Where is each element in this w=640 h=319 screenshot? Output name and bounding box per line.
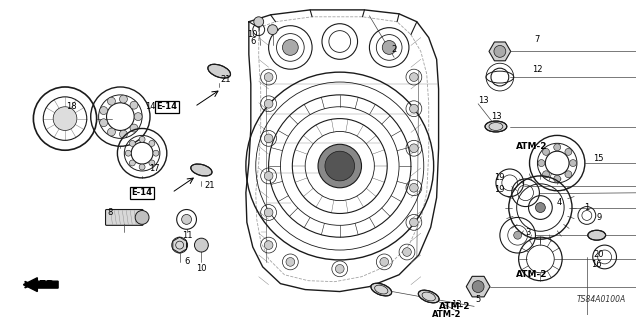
Circle shape xyxy=(382,41,396,54)
Circle shape xyxy=(264,241,273,249)
Circle shape xyxy=(380,257,388,266)
Circle shape xyxy=(325,151,355,181)
Circle shape xyxy=(53,107,77,130)
Circle shape xyxy=(565,171,572,178)
Circle shape xyxy=(494,46,506,57)
Circle shape xyxy=(570,160,577,167)
Circle shape xyxy=(108,128,115,136)
Circle shape xyxy=(554,175,561,182)
Text: 4: 4 xyxy=(557,198,562,207)
Text: 11: 11 xyxy=(182,231,193,240)
Ellipse shape xyxy=(191,164,212,176)
Circle shape xyxy=(134,113,142,121)
Ellipse shape xyxy=(485,121,507,132)
Ellipse shape xyxy=(208,64,230,78)
Circle shape xyxy=(410,218,418,227)
Text: ATM-2: ATM-2 xyxy=(432,310,461,319)
Text: 3: 3 xyxy=(525,228,530,237)
Text: 1: 1 xyxy=(584,203,589,212)
Circle shape xyxy=(565,148,572,155)
Text: 21: 21 xyxy=(221,75,232,84)
Circle shape xyxy=(149,160,155,166)
Circle shape xyxy=(403,248,412,256)
Text: 21: 21 xyxy=(204,181,214,190)
Text: 10: 10 xyxy=(196,264,207,273)
Circle shape xyxy=(100,107,108,115)
Ellipse shape xyxy=(419,290,439,303)
Text: 19: 19 xyxy=(493,185,504,194)
Circle shape xyxy=(254,17,264,27)
Circle shape xyxy=(108,97,115,105)
Text: E-14: E-14 xyxy=(132,188,152,197)
Text: 13: 13 xyxy=(477,96,488,105)
Text: 9: 9 xyxy=(596,213,602,222)
Circle shape xyxy=(410,183,418,192)
Circle shape xyxy=(514,231,522,239)
Circle shape xyxy=(149,140,155,146)
Text: 10: 10 xyxy=(248,30,258,39)
Circle shape xyxy=(195,238,209,252)
Circle shape xyxy=(264,73,273,81)
Circle shape xyxy=(410,144,418,152)
Circle shape xyxy=(543,171,550,178)
Circle shape xyxy=(410,73,418,81)
Ellipse shape xyxy=(371,283,392,296)
Text: 13: 13 xyxy=(451,300,461,309)
Ellipse shape xyxy=(588,230,605,240)
Circle shape xyxy=(264,100,273,108)
Text: 15: 15 xyxy=(593,154,604,163)
Text: 6: 6 xyxy=(250,37,255,46)
Circle shape xyxy=(335,264,344,273)
FancyBboxPatch shape xyxy=(106,210,143,225)
Text: ATM-2: ATM-2 xyxy=(516,270,547,279)
Circle shape xyxy=(153,150,159,156)
Text: E-14: E-14 xyxy=(156,102,177,111)
Text: 19: 19 xyxy=(493,174,504,182)
Circle shape xyxy=(264,208,273,217)
Circle shape xyxy=(120,95,127,103)
Text: 16: 16 xyxy=(591,260,602,269)
Text: ATM-2: ATM-2 xyxy=(516,142,547,151)
Circle shape xyxy=(318,144,362,188)
Circle shape xyxy=(472,281,484,293)
Circle shape xyxy=(543,148,550,155)
Text: 2: 2 xyxy=(392,45,397,54)
Circle shape xyxy=(410,104,418,113)
Text: 17: 17 xyxy=(148,164,159,173)
Text: 5: 5 xyxy=(476,295,481,304)
Text: 18: 18 xyxy=(66,102,76,111)
Circle shape xyxy=(286,257,294,266)
Text: ATM-2: ATM-2 xyxy=(438,302,470,311)
Circle shape xyxy=(130,124,138,132)
Text: FR.: FR. xyxy=(24,280,58,290)
Circle shape xyxy=(554,144,561,151)
Circle shape xyxy=(135,211,149,224)
Text: 13: 13 xyxy=(491,112,501,121)
Circle shape xyxy=(282,40,298,55)
Circle shape xyxy=(129,160,135,166)
Circle shape xyxy=(536,203,545,212)
Circle shape xyxy=(264,134,273,143)
Text: 12: 12 xyxy=(532,65,543,74)
Circle shape xyxy=(125,150,131,156)
Text: 8: 8 xyxy=(108,208,113,217)
Text: 7: 7 xyxy=(535,35,540,44)
Circle shape xyxy=(268,25,278,34)
Circle shape xyxy=(100,119,108,127)
Text: TS84A0100A: TS84A0100A xyxy=(577,295,627,304)
Circle shape xyxy=(129,140,135,146)
Text: 20: 20 xyxy=(593,250,604,259)
Circle shape xyxy=(139,137,145,142)
Circle shape xyxy=(139,164,145,170)
Circle shape xyxy=(130,101,138,109)
Circle shape xyxy=(264,172,273,180)
Circle shape xyxy=(182,214,191,224)
Text: 14: 14 xyxy=(145,102,156,111)
Text: 6: 6 xyxy=(184,257,189,266)
Circle shape xyxy=(120,130,127,138)
Circle shape xyxy=(538,160,545,167)
FancyArrow shape xyxy=(24,278,58,292)
